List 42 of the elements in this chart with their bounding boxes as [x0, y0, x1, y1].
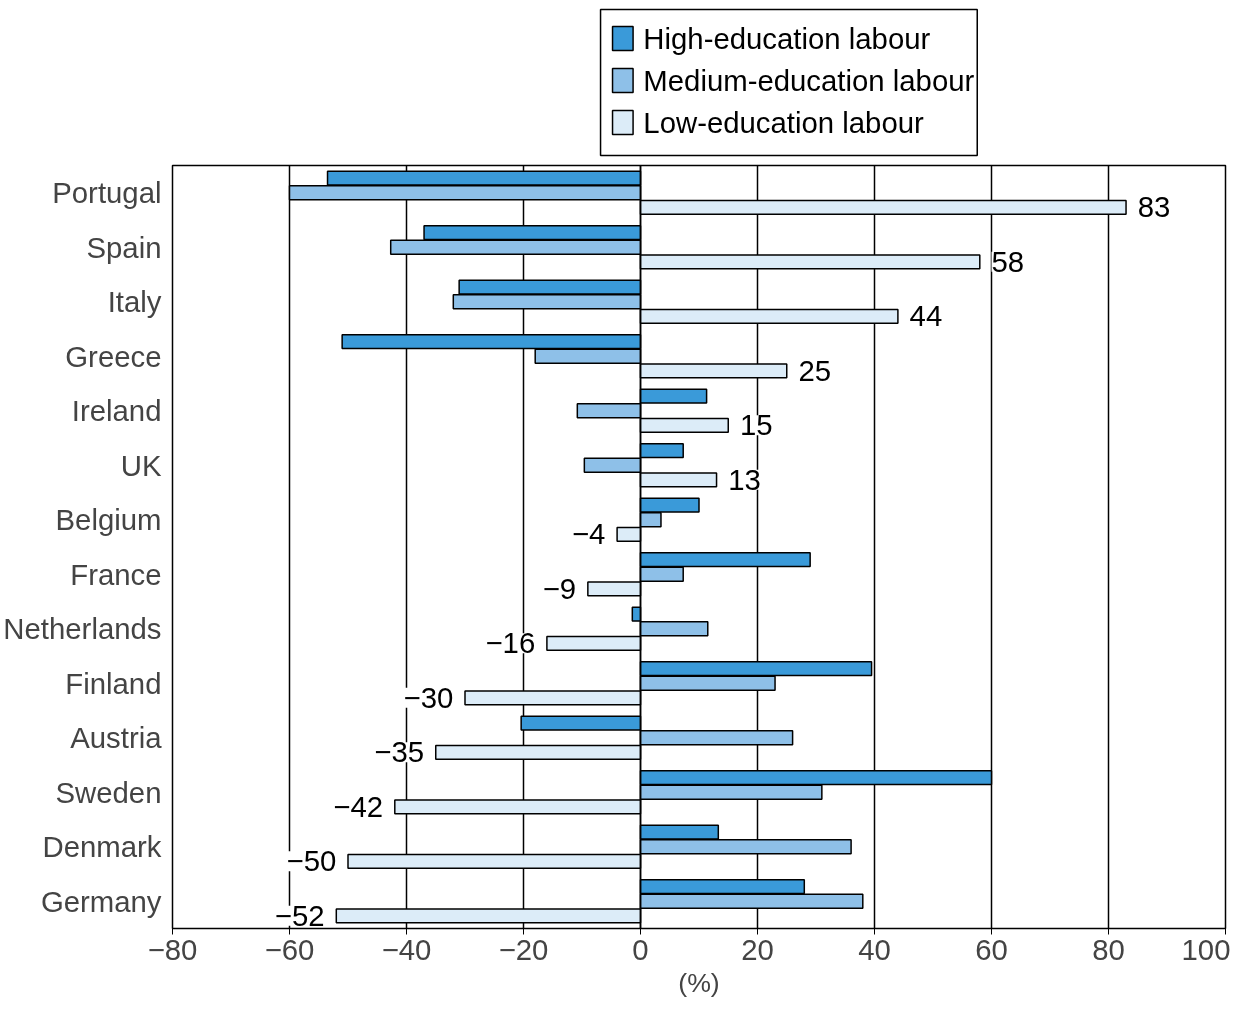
- y-tick-label: Denmark: [42, 830, 162, 864]
- x-tick-label: −80: [147, 932, 198, 966]
- y-tick-label: Italy: [107, 285, 162, 319]
- x-axis-title: (%): [678, 967, 720, 998]
- x-tick-label: 20: [741, 932, 774, 966]
- data-label: 25: [798, 353, 832, 387]
- legend-label: High-education labour: [643, 22, 931, 55]
- legend-label: Low-education labour: [643, 106, 925, 139]
- x-tick-label: 60: [975, 932, 1008, 966]
- y-tick-label: Germany: [40, 884, 162, 918]
- data-label: 44: [909, 299, 943, 333]
- data-label: −9: [542, 571, 577, 605]
- data-label: −35: [374, 735, 425, 769]
- data-label: −4: [571, 517, 606, 551]
- y-tick-label: Ireland: [71, 394, 162, 428]
- data-label: −42: [333, 789, 384, 823]
- legend-label: Medium-education labour: [643, 64, 975, 97]
- y-tick-label: Sweden: [55, 775, 162, 809]
- y-tick-label: Netherlands: [3, 612, 162, 646]
- y-tick-label: Portugal: [52, 176, 162, 210]
- y-tick-label: Finland: [65, 666, 162, 700]
- x-tick-label: −60: [264, 932, 315, 966]
- x-tick-label: 40: [858, 932, 891, 966]
- data-label: 13: [728, 462, 761, 496]
- data-label: −52: [274, 898, 325, 932]
- y-tick-label: Greece: [65, 339, 162, 373]
- data-label: −16: [485, 626, 536, 660]
- x-tick-label: −40: [381, 932, 432, 966]
- x-tick-label: 0: [632, 932, 649, 966]
- x-tick-label: 80: [1092, 932, 1125, 966]
- data-label: 83: [1137, 190, 1171, 224]
- y-tick-label: France: [70, 557, 162, 591]
- x-tick-label: −20: [498, 932, 549, 966]
- y-tick-label: Belgium: [55, 503, 162, 537]
- y-tick-label: Spain: [86, 230, 162, 264]
- data-label: −30: [403, 680, 454, 714]
- data-label: −50: [286, 844, 337, 878]
- y-tick-label: UK: [120, 448, 162, 482]
- y-tick-label: Austria: [70, 721, 163, 755]
- x-tick-label: 100: [1181, 932, 1231, 966]
- data-label: 15: [739, 408, 773, 442]
- data-label: 58: [991, 244, 1025, 278]
